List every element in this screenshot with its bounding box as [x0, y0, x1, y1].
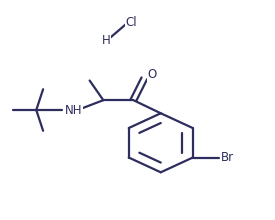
Text: Cl: Cl [126, 16, 137, 29]
Text: NH: NH [64, 103, 82, 117]
Text: O: O [147, 68, 157, 81]
Text: Br: Br [220, 151, 233, 164]
Text: H: H [102, 34, 110, 47]
